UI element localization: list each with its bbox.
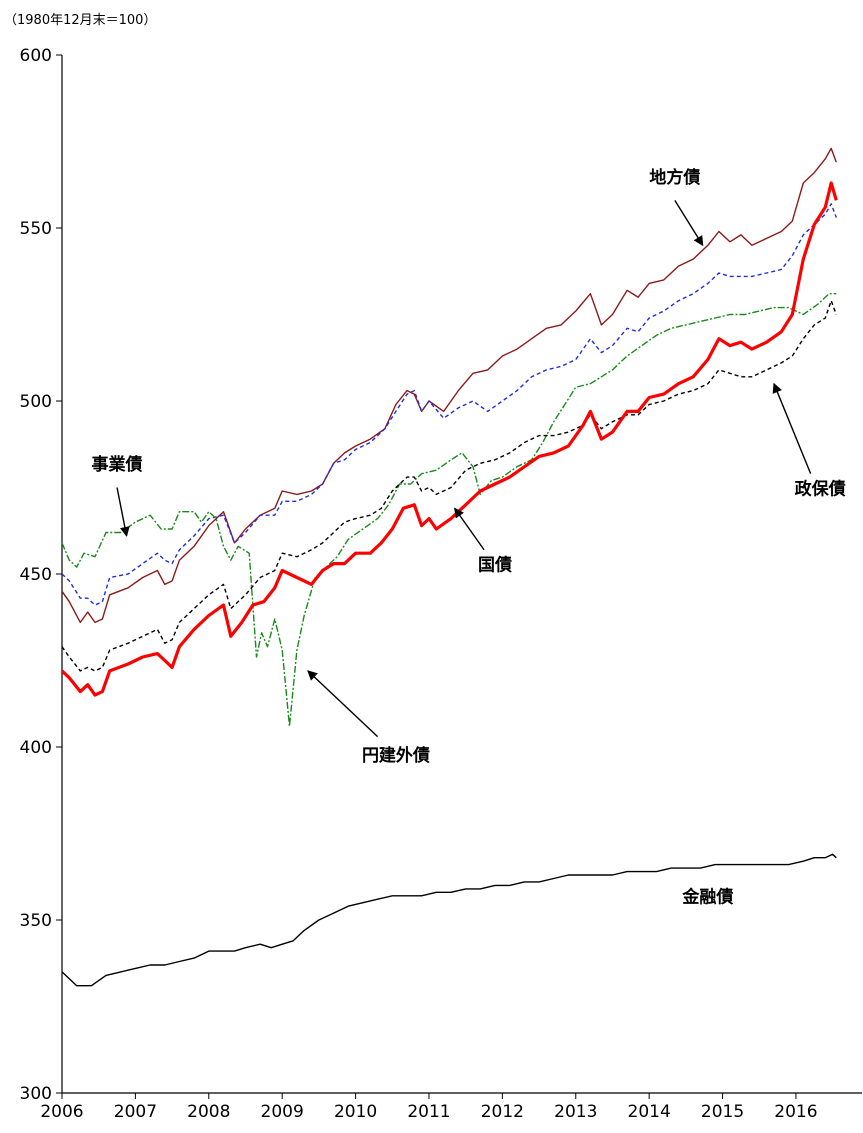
y-tick-label: 300 [20, 1084, 52, 1104]
x-tick-label: 2014 [628, 1102, 671, 1122]
annotation-arrow [674, 199, 704, 247]
series-label: 金融債 [681, 887, 733, 908]
x-tick-label: 2016 [774, 1102, 817, 1122]
annotation-arrow [454, 507, 485, 551]
series-label: 地方債 [649, 167, 700, 188]
x-tick-label: 2006 [40, 1102, 83, 1122]
unit-note: （1980年12月末＝100） [4, 13, 156, 28]
x-tick-label: 2008 [187, 1102, 230, 1122]
x-tick-label: 2009 [261, 1102, 304, 1122]
x-tick-label: 2013 [554, 1102, 597, 1122]
x-tick-label: 2011 [407, 1102, 450, 1122]
series-label: 政保債 [795, 478, 846, 499]
y-tick-label: 350 [20, 911, 52, 931]
series-layer [60, 147, 838, 987]
annotation-arrow [116, 487, 130, 537]
series-line-4 [60, 181, 838, 697]
annotation-arrow [307, 670, 379, 738]
x-tick-label: 2015 [701, 1102, 744, 1122]
series-line-5 [61, 853, 837, 987]
x-tick-label: 2010 [334, 1102, 377, 1122]
series-line-3 [61, 300, 837, 672]
x-tick-label: 2012 [481, 1102, 524, 1122]
series-label: 国債 [478, 555, 512, 576]
y-tick-label: 600 [20, 46, 52, 66]
series-line-0 [61, 147, 837, 624]
series-label: 円建外債 [362, 745, 430, 766]
y-tick-label: 550 [20, 219, 52, 239]
series-line-2 [61, 293, 837, 727]
axes: 300 350 400 450 500 550 600 2006 2007 2008 2009 201… [20, 46, 862, 1122]
series-label: 事業債 [92, 454, 143, 475]
y-tick-label: 400 [20, 738, 52, 758]
y-tick-label: 450 [20, 565, 52, 585]
y-tick-label: 500 [20, 392, 52, 412]
annotation-arrow [772, 382, 812, 474]
x-tick-label: 2007 [114, 1102, 157, 1122]
